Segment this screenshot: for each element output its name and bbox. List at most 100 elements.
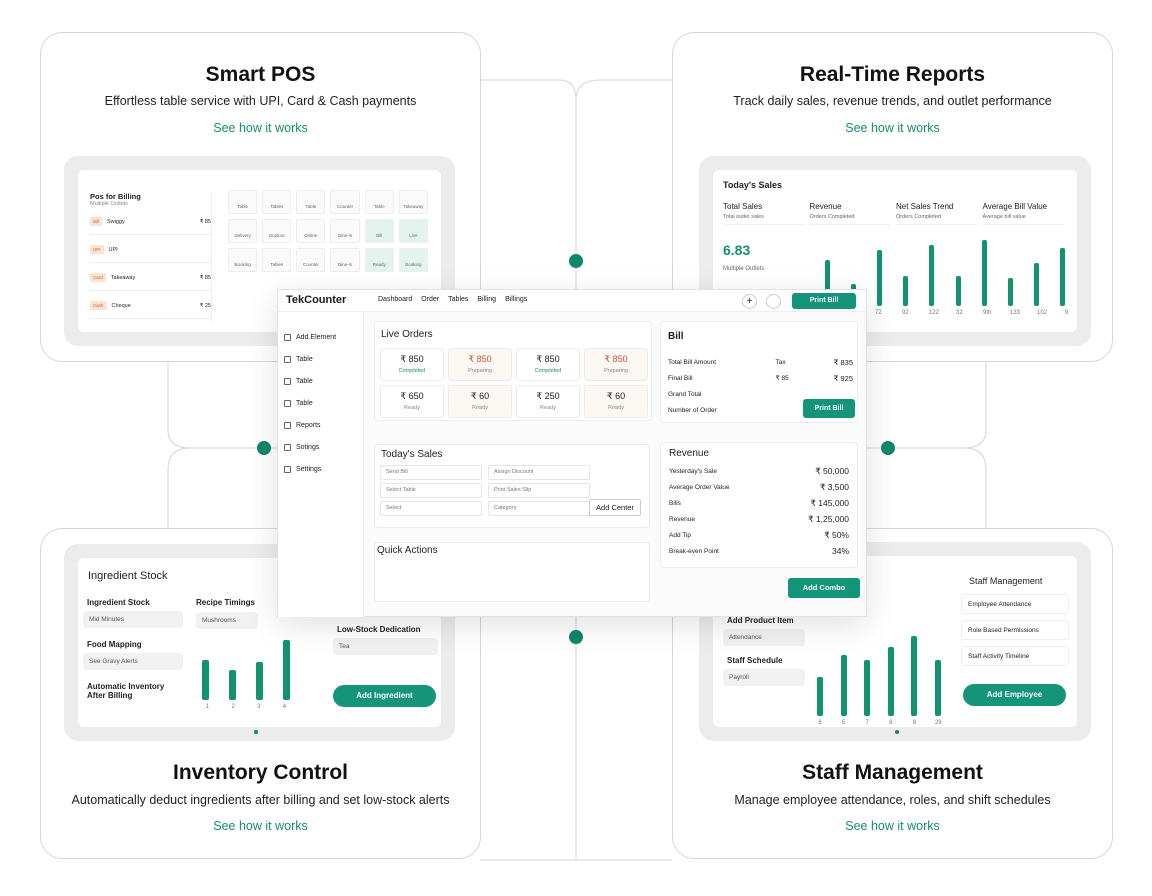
add-combo-button[interactable]: Add Combo (788, 578, 860, 598)
refresh-icon[interactable] (766, 294, 781, 309)
order-tile[interactable]: ₹ 650 Ready (380, 385, 444, 418)
sidebar-label: Reports (296, 421, 321, 429)
revenue-value: ₹ 1,25,000 (808, 513, 849, 524)
add-ingredient-button[interactable]: Add Ingredient (333, 685, 436, 707)
sidebar-icon (284, 421, 291, 429)
block-chip: Mid Minutes (83, 611, 183, 628)
sidebar-item[interactable]: Sotings (284, 436, 357, 458)
add-icon[interactable]: + (742, 294, 757, 309)
staff-list-item[interactable]: Employee Attendance (961, 594, 1069, 614)
pos-tile[interactable]: Counter (296, 248, 326, 272)
staff-list-item[interactable]: Staff Activity Timeline (961, 646, 1069, 666)
sales-field[interactable]: Select (380, 501, 482, 516)
pos-tile-label: Bill (376, 233, 383, 238)
order-tile[interactable]: ₹ 850 Preparing (448, 348, 512, 381)
add-center-button[interactable]: Add Center (589, 499, 641, 516)
kpi: Net Sales Trend Orders Completed (896, 202, 977, 225)
sidebar-item[interactable]: Settings (284, 458, 357, 480)
pos-tile[interactable]: Tables (262, 248, 292, 272)
pos-tile[interactable]: Ready (364, 248, 394, 272)
x-label: 8 (889, 720, 893, 726)
sidebar-item[interactable]: Table (284, 370, 357, 392)
x-label: 8 (818, 720, 822, 726)
bar (817, 677, 823, 716)
pos-tile[interactable]: Dine-in (330, 248, 360, 272)
print-bill-button[interactable]: Print Bill (792, 293, 856, 309)
pos-name: Takeaway (110, 274, 136, 281)
bill-label: Total Bill Amount (668, 358, 717, 366)
card-link[interactable]: See how it works (213, 121, 308, 135)
sales-field[interactable]: Category (488, 501, 590, 516)
pos-tile[interactable]: Bill (364, 219, 394, 243)
block-label: Food Mapping (87, 640, 142, 649)
sales-field[interactable]: Assign Discount (488, 465, 590, 480)
pos-tile[interactable]: Outdoor (262, 219, 292, 243)
order-tile[interactable]: ₹ 250 Ready (516, 385, 580, 418)
x-label: 8 (912, 720, 917, 726)
x-label: 5 (841, 720, 846, 726)
sales-field[interactable]: Select Table (380, 483, 482, 498)
sidebar-label: Add.Element (296, 333, 337, 341)
nav-item[interactable]: Order (421, 296, 440, 303)
sidebar-item[interactable]: Table (284, 392, 357, 414)
sales-field[interactable]: Print Sales Slip (488, 483, 590, 498)
order-status: Ready (608, 405, 624, 411)
pos-tile[interactable]: Live (398, 219, 428, 243)
pos-tile[interactable]: Counter (330, 190, 360, 214)
pos-tile-label: Counter (337, 204, 354, 209)
pos-item: Card Takeaway ₹ 85 (90, 265, 211, 291)
pos-tile[interactable]: Delivery (228, 219, 258, 243)
pos-tile[interactable]: Takeaway (398, 190, 428, 214)
add-employee-button[interactable]: Add Employee (963, 684, 1066, 706)
pos-value: ₹ 25 (199, 302, 211, 309)
sidebar-item[interactable]: Add.Element (284, 326, 357, 348)
connector-dot (257, 441, 271, 455)
sidebar-label: Sotings (296, 443, 320, 451)
order-status: Completed (534, 368, 562, 374)
order-tile[interactable]: ₹ 850 Completed (380, 348, 444, 381)
revenue-value: 34% (831, 546, 849, 556)
inventory-chart-chip: Mushrooms (196, 612, 258, 629)
block-chip: See Gravy Alerts (83, 653, 183, 670)
sidebar-item[interactable]: Table (284, 348, 357, 370)
pos-tile-label: Tables (270, 262, 284, 267)
x-label: 9th (983, 310, 992, 316)
pos-mock: Pos for Billing Multiple Outlets Bill Swi… (64, 156, 455, 346)
sidebar-icon (284, 443, 291, 451)
order-tile[interactable]: ₹ 60 Ready (584, 385, 648, 418)
pos-tile[interactable]: Table (364, 190, 394, 214)
order-tile[interactable]: ₹ 850 Preparing (584, 348, 648, 381)
nav-item[interactable]: Billings (505, 296, 528, 303)
staff-list-item[interactable]: Role Based Permissions (961, 620, 1069, 640)
x-label: 9 (1064, 310, 1069, 316)
card-link[interactable]: See how it works (845, 819, 940, 833)
pos-tile[interactable]: Tables (262, 190, 292, 214)
x-label: 1 (205, 704, 210, 710)
sidebar-item[interactable]: Reports (284, 414, 357, 436)
pos-tile[interactable]: Table (228, 190, 258, 214)
card-link[interactable]: See how it works (213, 819, 308, 833)
sidebar-label: Settings (296, 465, 322, 473)
nav-item[interactable]: Tables (448, 296, 469, 303)
card-title: Staff Management (802, 761, 983, 784)
nav-item[interactable]: Billing (477, 296, 497, 303)
connector-dot (569, 630, 583, 644)
card-link[interactable]: See how it works (845, 121, 940, 135)
pos-badge: Card (90, 273, 106, 282)
bill-value: ₹ 835 (833, 357, 853, 367)
live-orders-title: Live Orders (381, 329, 433, 340)
pos-tile[interactable]: Dine-in (330, 219, 360, 243)
pos-tile[interactable]: Booking (398, 248, 428, 272)
inventory-x-labels: 1 2 3 4 (204, 704, 288, 710)
revenue-row: Yesterday's Sale ₹ 50,000 (669, 463, 849, 479)
order-tile[interactable]: ₹ 850 Completed (516, 348, 580, 381)
pos-tile[interactable]: Online (296, 219, 326, 243)
todays-sales-title: Today's Sales (381, 449, 443, 460)
bill-print-button[interactable]: Print Bill (803, 399, 855, 418)
order-tile[interactable]: ₹ 60 Ready (448, 385, 512, 418)
pos-tile[interactable]: Table (296, 190, 326, 214)
nav-item[interactable]: Dashboard (378, 296, 413, 303)
pos-tile[interactable]: Booking (228, 248, 258, 272)
sales-field[interactable]: Send Bill (380, 465, 482, 480)
